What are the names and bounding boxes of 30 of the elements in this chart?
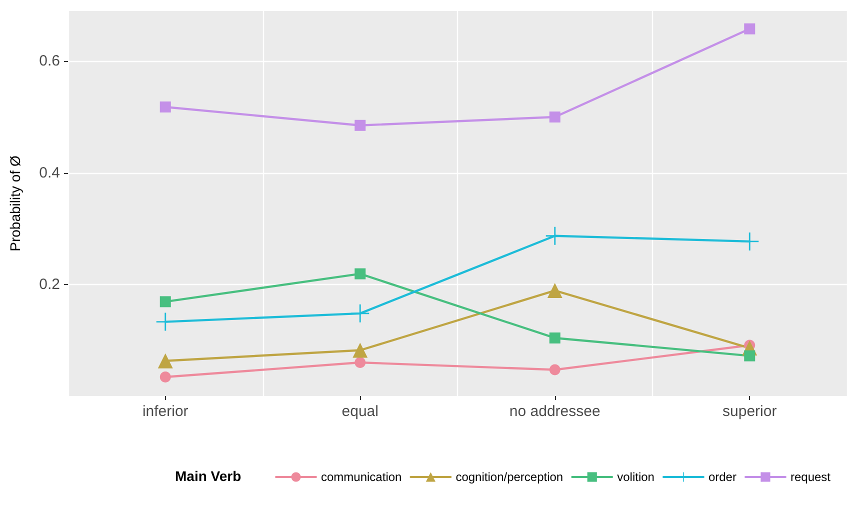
point — [160, 101, 171, 112]
legend-title: Main Verb — [175, 468, 242, 484]
point — [744, 350, 756, 362]
point — [351, 304, 370, 322]
point — [549, 112, 560, 123]
point — [549, 332, 560, 344]
x-tick-label: inferior — [142, 403, 188, 420]
y-tick-label: 0.6 — [39, 52, 60, 70]
legend-label: communication — [321, 470, 402, 484]
point — [549, 364, 560, 376]
x-tick-label: equal — [342, 403, 378, 420]
point — [160, 296, 171, 308]
point — [354, 357, 366, 368]
point — [547, 283, 562, 298]
y-tick-label: 0.2 — [39, 276, 60, 293]
x-tick-label: no addressee — [509, 403, 600, 420]
y-axis-title: Probability of Ø — [7, 156, 23, 252]
legend-label: request — [790, 470, 832, 484]
point — [354, 268, 366, 280]
point — [354, 120, 366, 131]
x-tick-label: superior — [722, 403, 777, 420]
point — [158, 353, 173, 368]
point — [352, 342, 368, 358]
point — [744, 23, 756, 34]
legend-label: cognition/perception — [456, 470, 564, 484]
point — [740, 232, 759, 250]
legend-label: volition — [617, 470, 654, 484]
point — [160, 372, 171, 383]
y-tick-label: 0.4 — [39, 164, 60, 182]
legend-label: order — [708, 470, 736, 484]
